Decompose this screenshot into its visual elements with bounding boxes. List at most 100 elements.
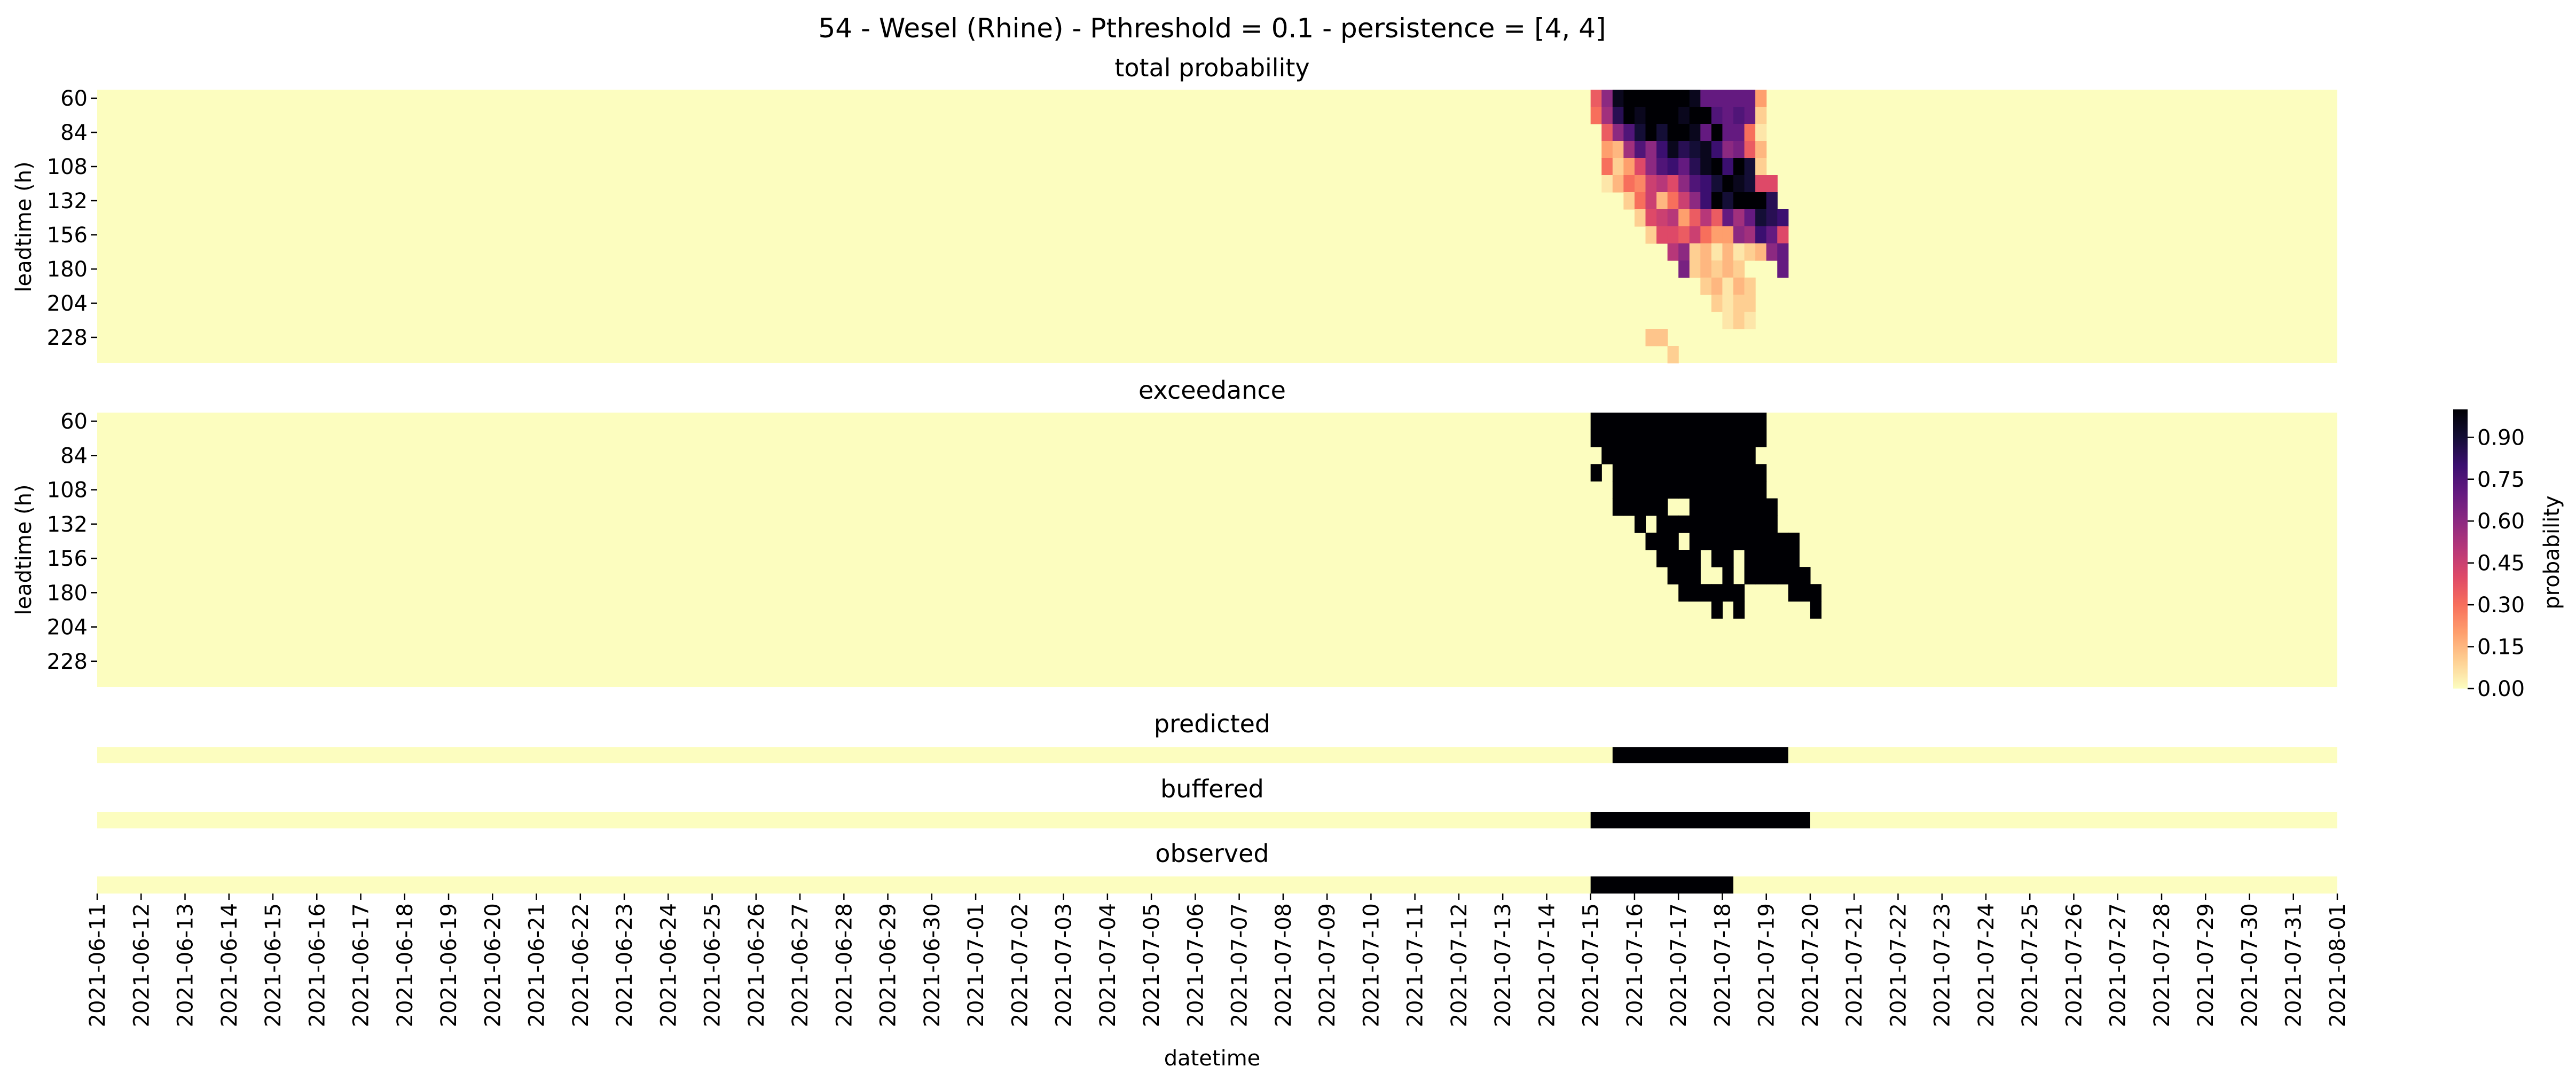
heatmap-cell: [1744, 413, 1756, 430]
colorbar-tick-label: 0.00: [2477, 677, 2525, 701]
heatmap-cell: [1722, 124, 1734, 141]
heatmap-cell: [1689, 550, 1701, 567]
heatmap-cell: [1700, 584, 1712, 602]
heatmap-cell: [1722, 107, 1734, 124]
heatmap-cell: [1722, 447, 1734, 464]
x-tick-label: 2021-07-21: [1842, 903, 1867, 1027]
heatmap-cell: [1612, 447, 1624, 464]
heatmap-cell: [1733, 295, 1745, 312]
heatmap-cell: [1711, 175, 1723, 193]
heatmap-cell: [1667, 226, 1679, 244]
heatmap-cell: [1733, 192, 1745, 210]
heatmap-cell: [1711, 141, 1723, 159]
heatmap-cell: [1744, 464, 1756, 482]
heatmap-cell: [1733, 124, 1745, 141]
heatmap-cell: [1766, 192, 1778, 210]
heatmap-cell: [1744, 141, 1756, 159]
y-tick-label: 228: [47, 650, 88, 674]
heatmap-cell: [1722, 226, 1734, 244]
x-tick-label: 2021-06-21: [525, 903, 549, 1027]
heatmap-cell: [1601, 447, 1613, 464]
heatmap-cell: [1755, 209, 1767, 227]
heatmap-cell: [1744, 567, 1756, 584]
heatmap-cell: [1700, 192, 1712, 210]
heatmap-cell: [1656, 175, 1668, 193]
heatmap-cell: [1645, 209, 1657, 227]
heatmap-cell: [1711, 515, 1723, 533]
heatmap-cell: [1700, 464, 1712, 482]
heatmap-cell: [1722, 312, 1734, 329]
panel-title-buffered: buffered: [1160, 774, 1264, 803]
heatmap-cell: [1645, 532, 1657, 550]
heatmap-cell: [1711, 278, 1723, 295]
heatmap-cell: [1601, 430, 1613, 447]
x-tick-label: 2021-07-03: [1052, 903, 1077, 1027]
heatmap-cell: [1678, 550, 1690, 567]
heatmap-cell: [1634, 158, 1646, 176]
x-tick-label: 2021-06-19: [437, 903, 461, 1027]
heatmap-cell: [1678, 430, 1690, 447]
heatmap-cell: [1678, 481, 1690, 499]
panel-title-exceedance: exceedance: [1138, 376, 1286, 405]
heatmap-cell: [1689, 481, 1701, 499]
heatmap-cell: [1623, 481, 1635, 499]
heatmap-cell: [1788, 584, 1800, 602]
x-tick-label: 2021-07-07: [1228, 903, 1252, 1027]
heatmap-cell: [1634, 141, 1646, 159]
heatmap-cell: [1700, 243, 1712, 261]
x-tick-label: 2021-07-09: [1315, 903, 1340, 1027]
heatmap-cell: [1689, 532, 1701, 550]
x-tick-label: 2021-06-20: [481, 903, 505, 1027]
x-tick-label: 2021-07-20: [1799, 903, 1823, 1027]
heatmap-cell: [1623, 464, 1635, 482]
heatmap-cell: [1634, 413, 1646, 430]
heatmap-cell: [1733, 260, 1745, 278]
x-tick-label: 2021-07-24: [1974, 903, 1999, 1027]
x-tick-label: 2021-07-25: [2018, 903, 2043, 1027]
x-tick-label: 2021-06-29: [876, 903, 901, 1027]
heatmap-cell: [1733, 243, 1745, 261]
x-tick-label: 2021-06-25: [701, 903, 725, 1027]
heatmap-cell: [1755, 192, 1767, 210]
colorbar-tick-label: 0.75: [2477, 468, 2525, 492]
heatmap-cell: [1656, 464, 1668, 482]
x-tick-label: 2021-07-19: [1755, 903, 1779, 1027]
heatmap-cell: [1722, 413, 1734, 430]
x-tick-label: 2021-07-30: [2238, 903, 2263, 1027]
heatmap-cell: [1755, 567, 1767, 584]
heatmap-cell: [1711, 158, 1723, 176]
heatmap-background: [97, 90, 2337, 363]
strip-background: [97, 812, 2337, 828]
heatmap-cell: [1766, 243, 1778, 261]
heatmap-cell: [1700, 515, 1712, 533]
heatmap-cell: [1711, 90, 1723, 107]
figure-title: 54 - Wesel (Rhine) - Pthreshold = 0.1 - …: [818, 13, 1606, 44]
x-tick-label: 2021-07-15: [1579, 903, 1604, 1027]
colorbar-tick-label: 0.60: [2477, 509, 2525, 534]
heatmap-cell: [1667, 515, 1679, 533]
heatmap-cell: [1711, 550, 1723, 567]
heatmap-cell: [1744, 481, 1756, 499]
event-bar: [1590, 812, 1810, 828]
heatmap-cell: [1612, 413, 1624, 430]
heatmap-cell: [1733, 312, 1745, 329]
heatmap-cell: [1799, 567, 1811, 584]
heatmap-cell: [1634, 107, 1646, 124]
heatmap-cell: [1700, 430, 1712, 447]
heatmap-cell: [1777, 226, 1789, 244]
heatmap-cell: [1733, 584, 1745, 602]
heatmap-cell: [1711, 413, 1723, 430]
heatmap-cell: [1645, 464, 1657, 482]
heatmap-cell: [1711, 295, 1723, 312]
colorbar: 0.00 0.15 0.30 0.45 0.60 0.75 0.90: [2453, 409, 2525, 701]
heatmap-cell: [1744, 107, 1756, 124]
heatmap-cell: [1689, 192, 1701, 210]
x-tick-label: 2021-07-28: [2150, 903, 2174, 1027]
heatmap-cell: [1777, 260, 1789, 278]
heatmap-cell: [1711, 192, 1723, 210]
heatmap-cell: [1744, 550, 1756, 567]
heatmap-cell: [1700, 532, 1712, 550]
heatmap-cell: [1656, 515, 1668, 533]
strip-predicted: [97, 747, 2337, 763]
heatmap-cell: [1656, 209, 1668, 227]
